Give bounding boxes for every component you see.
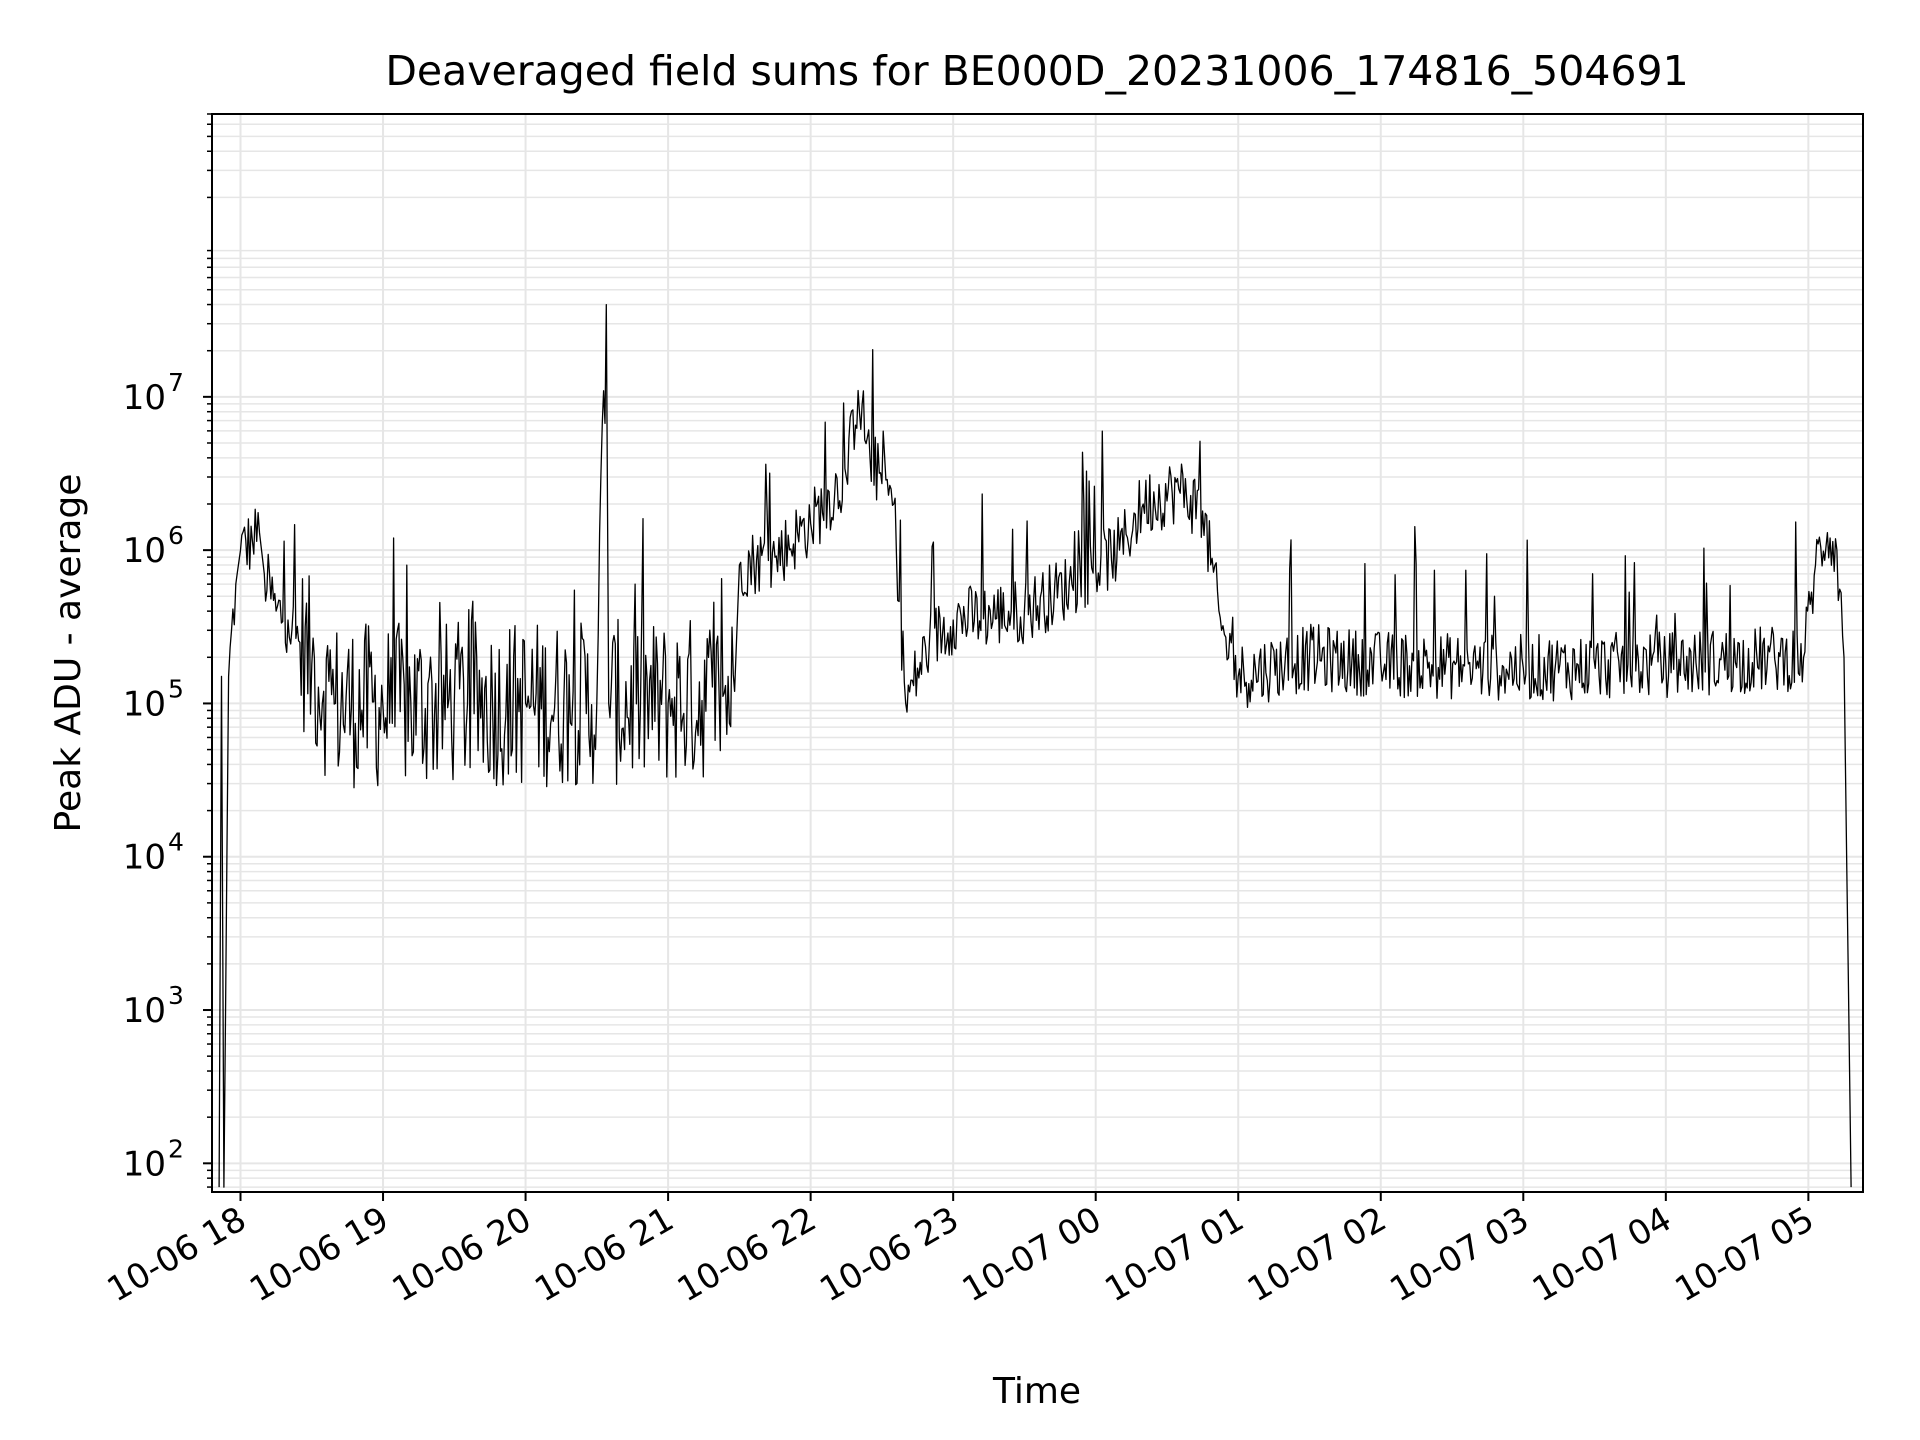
- y-tick-exponent: 6: [168, 521, 184, 550]
- y-axis-label: Peak ADU - average: [48, 474, 89, 833]
- series-line: [218, 303, 1852, 1188]
- y-tick-label: 10: [123, 1144, 166, 1184]
- y-tick-label: 10: [123, 684, 166, 724]
- y-tick-label: 10: [123, 531, 166, 571]
- y-tick-exponent: 7: [168, 368, 184, 397]
- y-tick-label: 10: [123, 991, 166, 1031]
- y-tick-exponent: 2: [168, 1134, 184, 1163]
- plot-frame: [211, 113, 1864, 1193]
- chart-title: Deaveraged field sums for BE000D_2023100…: [385, 47, 1688, 95]
- y-tick-label: 10: [123, 378, 166, 418]
- ticks-layer: [203, 113, 1810, 1201]
- y-tick-exponent: 4: [168, 828, 184, 857]
- y-tick-label: 10: [123, 838, 166, 878]
- y-tick-exponent: 3: [168, 981, 184, 1010]
- series-layer: [218, 303, 1852, 1188]
- y-tick-exponent: 5: [168, 674, 184, 703]
- x-axis-label: Time: [992, 1371, 1081, 1412]
